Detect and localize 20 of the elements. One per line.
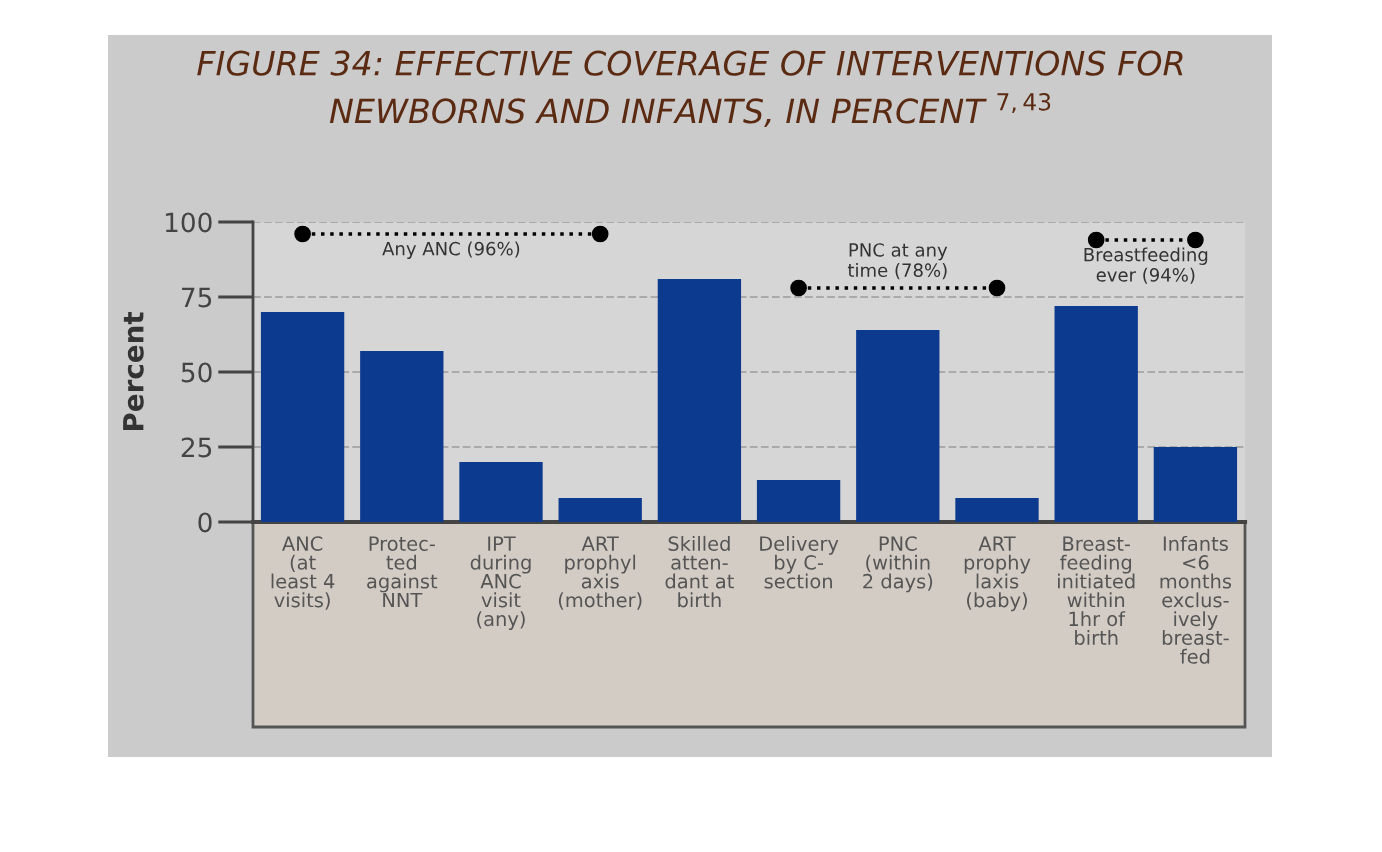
x-tick-label: ART prophyl axis (mother)	[558, 536, 642, 610]
x-tick-label: Delivery by C- section	[760, 535, 839, 589]
y-axis-title: Percent	[123, 312, 144, 431]
x-tick-label: ART prophy laxis (baby)	[964, 536, 1031, 612]
x-tick-label: Breast- feeding initiated within 1hr of birth	[1058, 536, 1135, 646]
x-tick-label: Infants <6 months exclus- ively breast- fed	[1160, 535, 1232, 664]
y-tick-label: 0	[198, 512, 212, 533]
x-tick-label: Skilled atten- dant at birth	[665, 535, 734, 608]
y-tick-label: 75	[182, 287, 212, 308]
x-tick-label: Protec- ted against NNT	[367, 536, 438, 608]
x-tick-label: PNC (within 2 days)	[863, 536, 933, 593]
y-tick-label: 25	[181, 437, 212, 458]
x-tick-label: IPT during ANC visit (any)	[470, 536, 531, 630]
series-label: PNC at any time (78%)	[847, 243, 948, 280]
y-tick-label: 100	[165, 212, 212, 233]
series-label: Breastfeeding ever (94%)	[1084, 247, 1208, 284]
y-tick-label: 50	[181, 362, 212, 383]
series-label: Any ANC (96%)	[382, 241, 520, 259]
x-tick-label: ANC (at least 4 visits)	[271, 536, 335, 610]
chart-title: FIGURE 34: EFFECTIVE COVERAGE OF INTERVENTIONS FOR NEWBORNS AND INFANTS, IN PERCENT $^{7,43}$	[197, 50, 1183, 127]
